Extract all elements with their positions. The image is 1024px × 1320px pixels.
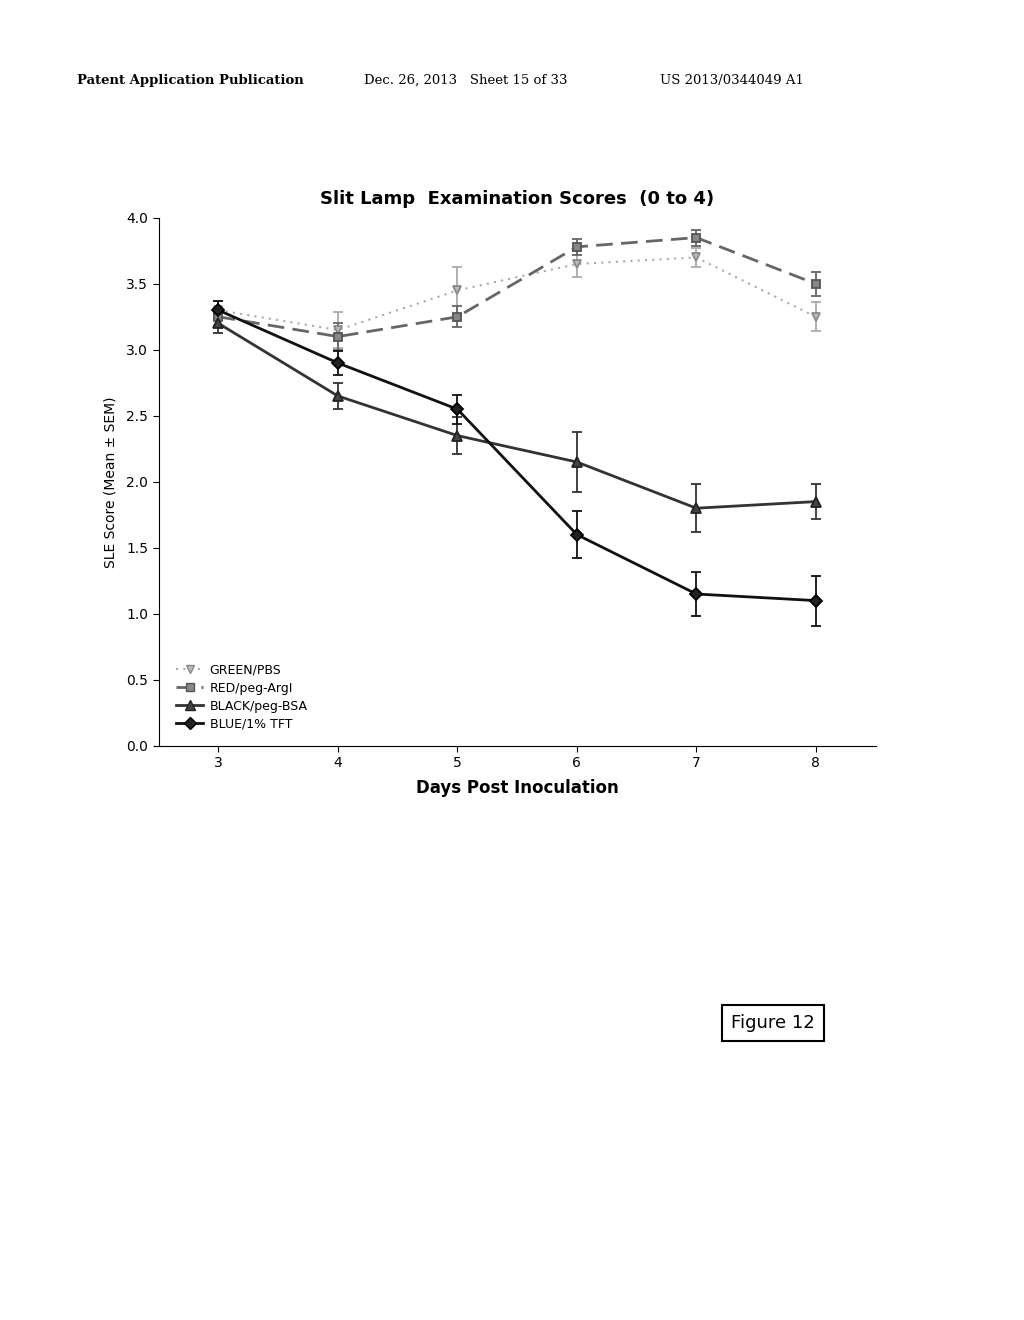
Legend: GREEN/PBS, RED/peg-ArgI, BLACK/peg-BSA, BLUE/1% TFT: GREEN/PBS, RED/peg-ArgI, BLACK/peg-BSA, … [172, 660, 311, 734]
Y-axis label: SLE Score (Mean ± SEM): SLE Score (Mean ± SEM) [104, 396, 118, 568]
X-axis label: Days Post Inoculation: Days Post Inoculation [416, 779, 618, 796]
Text: Figure 12: Figure 12 [731, 1014, 815, 1032]
Text: Patent Application Publication: Patent Application Publication [77, 74, 303, 87]
Text: US 2013/0344049 A1: US 2013/0344049 A1 [660, 74, 805, 87]
Title: Slit Lamp  Examination Scores  (0 to 4): Slit Lamp Examination Scores (0 to 4) [321, 190, 714, 209]
Text: Dec. 26, 2013   Sheet 15 of 33: Dec. 26, 2013 Sheet 15 of 33 [364, 74, 567, 87]
